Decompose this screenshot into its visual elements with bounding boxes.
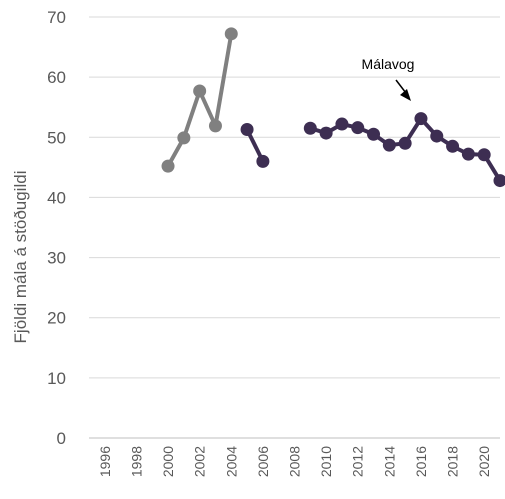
series-line bbox=[166, 31, 234, 169]
data-point bbox=[319, 126, 333, 140]
x-tick-label: 2010 bbox=[318, 446, 334, 477]
x-tick-label: 2000 bbox=[160, 446, 176, 477]
x-tick-label: 1998 bbox=[128, 446, 144, 477]
data-series bbox=[161, 27, 505, 188]
annotation-arrowhead bbox=[400, 89, 411, 101]
data-point bbox=[161, 159, 175, 173]
y-tick-label: 10 bbox=[47, 369, 66, 388]
data-point bbox=[414, 112, 428, 126]
x-tick-label: 2008 bbox=[287, 446, 303, 477]
series-2 bbox=[303, 112, 505, 188]
x-tick-label: 2016 bbox=[413, 446, 429, 477]
data-point bbox=[351, 121, 365, 135]
data-point bbox=[256, 154, 270, 168]
y-tick-label: 40 bbox=[47, 188, 66, 207]
data-point bbox=[177, 131, 191, 145]
y-tick-label: 60 bbox=[47, 68, 66, 87]
x-tick-label: 2006 bbox=[255, 446, 271, 477]
x-tick-label: 2014 bbox=[381, 446, 397, 477]
data-point bbox=[382, 138, 396, 152]
y-tick-label: 30 bbox=[47, 249, 66, 268]
x-tick-label: 2004 bbox=[223, 446, 239, 477]
data-point bbox=[303, 121, 317, 135]
gridlines bbox=[89, 16, 500, 439]
x-tick-label: 2012 bbox=[350, 446, 366, 477]
data-point bbox=[461, 147, 475, 161]
y-tick-label: 70 bbox=[47, 8, 66, 27]
x-axis-ticks: 1996 1998 2000 2002 2004 2006 2008 2010 2012 2014… bbox=[97, 446, 492, 477]
y-axis-ticks: 0 10 20 30 40 50 60 70 bbox=[47, 8, 66, 448]
y-tick-label: 0 bbox=[57, 429, 66, 448]
data-point bbox=[446, 139, 460, 153]
data-point bbox=[398, 136, 412, 150]
data-point bbox=[367, 127, 381, 141]
data-point bbox=[335, 117, 349, 131]
annotation-label: Málavog bbox=[362, 56, 415, 72]
data-point bbox=[430, 129, 444, 143]
x-tick-label: 2002 bbox=[192, 446, 208, 477]
y-tick-label: 50 bbox=[47, 128, 66, 147]
series-0 bbox=[161, 27, 238, 173]
data-point bbox=[224, 27, 238, 41]
data-point bbox=[193, 84, 207, 98]
series-1 bbox=[240, 122, 270, 168]
data-point bbox=[477, 148, 491, 162]
data-point bbox=[208, 119, 222, 133]
y-tick-label: 20 bbox=[47, 309, 66, 328]
data-point bbox=[240, 122, 254, 136]
y-axis-title: Fjöldi mála á stöðugildi bbox=[11, 171, 30, 344]
data-point bbox=[493, 174, 505, 188]
x-tick-label: 2018 bbox=[445, 446, 461, 477]
x-tick-label: 1996 bbox=[97, 446, 113, 477]
annotation: Málavog bbox=[362, 56, 415, 101]
x-tick-label: 2020 bbox=[476, 446, 492, 477]
